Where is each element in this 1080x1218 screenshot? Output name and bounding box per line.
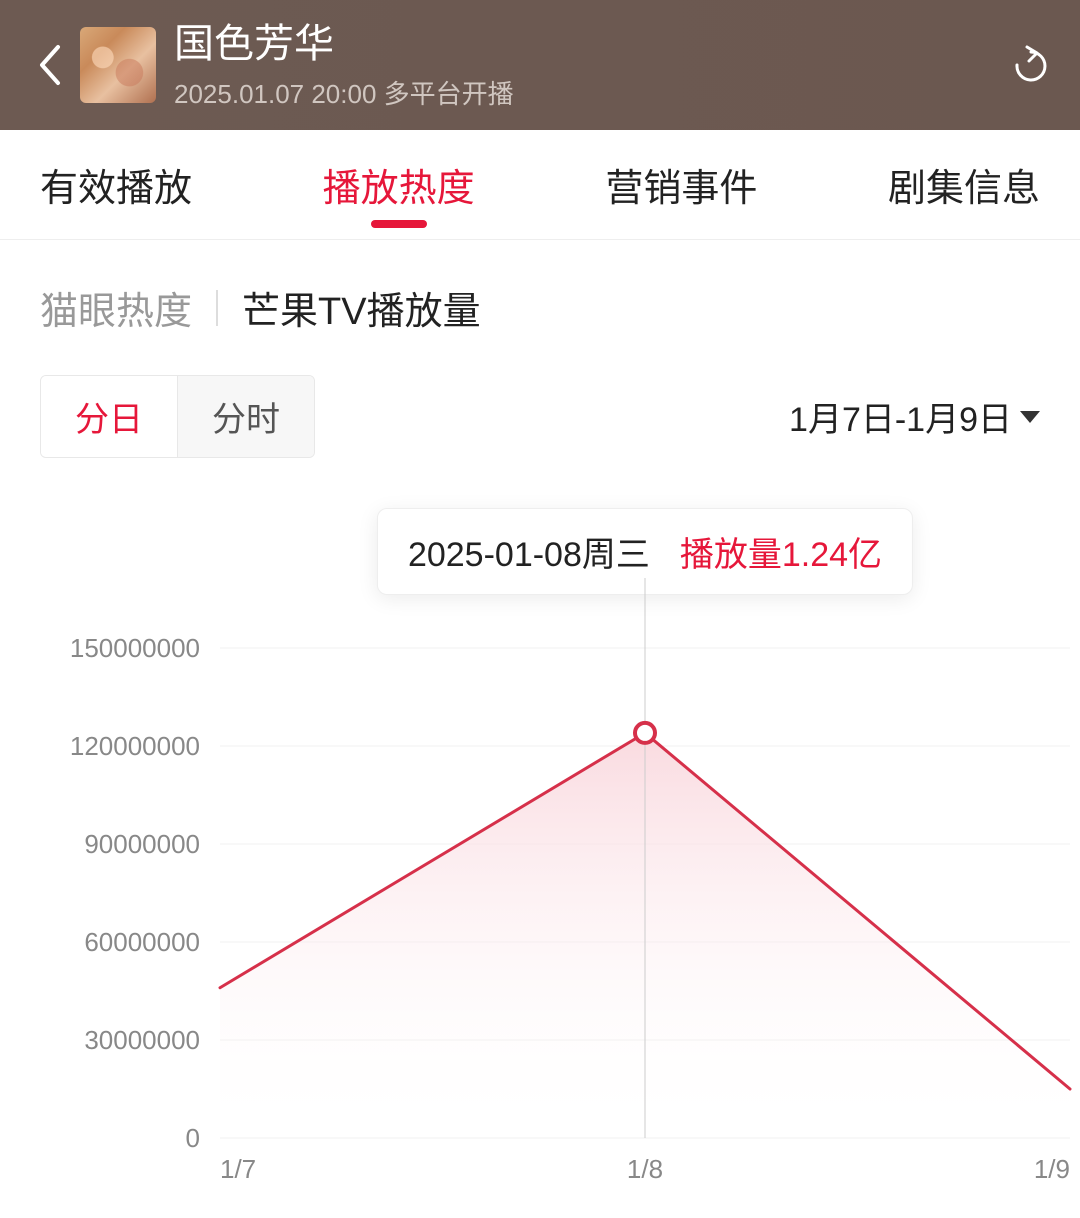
show-title: 国色芳华	[174, 20, 514, 68]
share-icon	[1003, 43, 1047, 87]
segment-by-hour[interactable]: 分时	[177, 376, 314, 457]
back-button[interactable]	[30, 45, 70, 85]
chevron-down-icon	[1020, 411, 1040, 423]
tab-marketing-events[interactable]: 营销事件	[605, 127, 757, 242]
content-area: 猫眼热度 芒果TV播放量 分日 分时 1月7日-1月9日 2025-01-08周…	[0, 240, 1080, 1218]
date-range-picker[interactable]: 1月7日-1月9日	[789, 392, 1040, 441]
svg-text:30000000: 30000000	[84, 1025, 200, 1055]
metric-subtabs: 猫眼热度 芒果TV播放量	[40, 280, 1040, 335]
tab-episode-info[interactable]: 剧集信息	[888, 127, 1040, 242]
share-button[interactable]	[1000, 40, 1050, 90]
tab-play-heat[interactable]: 播放热度	[323, 127, 475, 242]
chart-controls: 分日 分时 1月7日-1月9日	[40, 375, 1040, 458]
tooltip-date: 2025-01-08周三	[408, 527, 650, 576]
tooltip-value: 播放量1.24亿	[680, 527, 882, 576]
segment-by-day[interactable]: 分日	[41, 376, 177, 457]
chevron-left-icon	[36, 43, 64, 87]
chart-container: 2025-01-08周三 播放量1.24亿 0 30000000 60000000 9…	[40, 498, 1040, 1218]
show-thumbnail[interactable]	[80, 27, 156, 103]
svg-text:60000000: 60000000	[84, 927, 200, 957]
svg-text:150000000: 150000000	[70, 633, 200, 663]
svg-text:90000000: 90000000	[84, 829, 200, 859]
main-tabs: 有效播放 播放热度 营销事件 剧集信息	[0, 130, 1080, 240]
svg-text:0: 0	[186, 1123, 200, 1153]
title-block: 国色芳华 2025.01.07 20:00 多平台开播	[174, 20, 514, 111]
app-header: 国色芳华 2025.01.07 20:00 多平台开播	[0, 0, 1080, 130]
date-range-label: 1月7日-1月9日	[789, 392, 1012, 441]
subtab-mango-plays[interactable]: 芒果TV播放量	[242, 280, 481, 335]
tab-effective-play[interactable]: 有效播放	[40, 127, 192, 242]
play-count-chart[interactable]: 0 30000000 60000000 90000000 120000000 150000…	[40, 578, 1080, 1208]
show-subtitle: 2025.01.07 20:00 多平台开播	[174, 74, 514, 111]
subtab-maoyan-heat[interactable]: 猫眼热度	[40, 280, 192, 335]
vertical-divider	[216, 290, 218, 326]
svg-text:120000000: 120000000	[70, 731, 200, 761]
time-granularity-segment: 分日 分时	[40, 375, 315, 458]
